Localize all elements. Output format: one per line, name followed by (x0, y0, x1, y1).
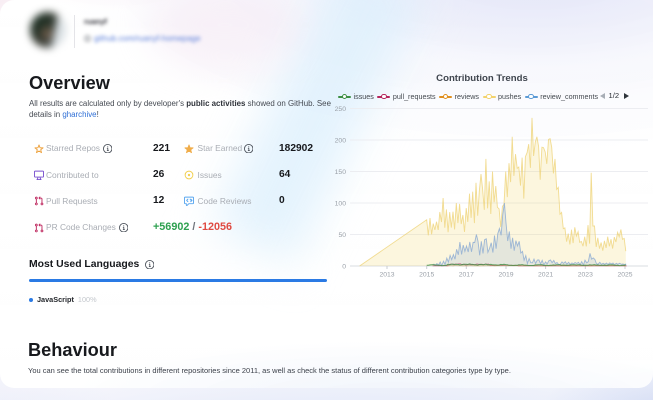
svg-text:2013: 2013 (379, 272, 394, 279)
svg-text:200: 200 (335, 137, 347, 144)
svg-text:2015: 2015 (419, 272, 434, 279)
svg-text:2017: 2017 (459, 272, 474, 279)
svg-text:2021: 2021 (538, 272, 553, 279)
svg-text:150: 150 (335, 169, 347, 176)
svg-text:2023: 2023 (578, 272, 593, 279)
svg-text:100: 100 (335, 200, 347, 207)
svg-text:50: 50 (338, 232, 346, 239)
svg-text:0: 0 (342, 263, 346, 270)
svg-text:250: 250 (335, 106, 347, 113)
svg-text:2019: 2019 (498, 272, 513, 279)
svg-text:2025: 2025 (617, 272, 632, 279)
